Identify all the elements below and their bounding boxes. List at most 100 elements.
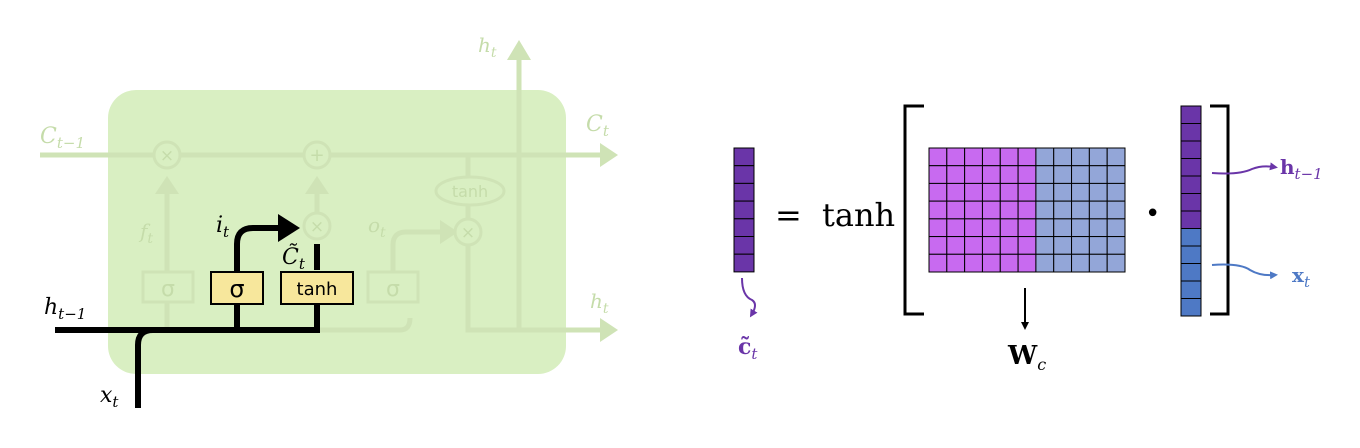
weight-cell [1088,165,1108,184]
weight-cell [1053,218,1073,238]
weight-cell [946,165,966,184]
weight-cell [1035,218,1055,238]
weight-cell [928,165,948,184]
weight-cell [999,147,1019,167]
svg-text:σ: σ [161,277,175,302]
label-o: ot [368,213,386,241]
svg-text:tanh: tanh [297,279,338,300]
weight-cell [1017,253,1037,273]
weight-cell [1053,200,1073,220]
h-cell [1180,210,1202,229]
weight-cell [964,218,983,238]
weight-cell [1017,147,1037,167]
weight-cell [1017,182,1037,202]
label-wc: Wc [1007,341,1046,374]
c-tilde-cell [733,218,755,238]
weight-cell [999,236,1019,255]
weight-cell [981,253,1001,273]
input-gate-box: σ [210,271,264,305]
h-cell [1180,193,1202,212]
label-c-tilde: C̃t [282,244,306,273]
weight-cell [928,218,948,238]
c-tilde-cell [733,200,755,220]
candidate-gate-box: tanh [280,271,354,305]
weight-cell [928,200,948,220]
label-c-tilde-t: c̃t [738,334,758,363]
weight-cell [1017,200,1037,220]
weight-cell [928,253,948,273]
weight-cell [999,182,1019,202]
weight-cell [1035,200,1055,220]
x-cell [1180,228,1202,247]
cell-add-op: + [302,140,332,170]
weight-cell [1017,165,1037,184]
h-cell [1180,140,1202,159]
svg-text:+: + [309,145,324,166]
label-x-in: xt [100,383,119,411]
h-cell [1180,175,1202,194]
weight-cell [964,236,983,255]
weight-cell [1106,200,1126,220]
weight-cell [999,218,1019,238]
weight-cell [1035,165,1055,184]
left-bracket [903,104,924,316]
weight-cell [1071,165,1090,184]
weight-cell [999,165,1019,184]
x-arrow [1211,263,1278,280]
output-gate-box: σ [366,270,420,304]
weight-cell [1088,182,1108,202]
weight-cell [928,147,948,167]
weight-cell [1106,253,1126,273]
equals-sign: = [775,196,802,234]
weight-cell [946,253,966,273]
tanh-output-op: tanh [434,175,506,207]
weight-cell [1053,182,1073,202]
weight-cell [1017,236,1037,255]
weight-cell [946,218,966,238]
weight-cell [946,182,966,202]
candidate-equation: c̃t = tanh Wc • ht−1 xt [733,104,1323,374]
weight-cell [964,165,983,184]
weight-cell [1035,253,1055,273]
weight-cell [981,236,1001,255]
h-cell [1180,123,1202,142]
svg-text:×: × [310,217,324,237]
h-cell [1180,105,1202,124]
weight-cell [1071,182,1090,202]
weight-cell [964,253,983,273]
weight-cell [1106,182,1126,202]
weight-matrix-wc [928,147,1126,273]
weight-cell [928,236,948,255]
weight-cell [1053,165,1073,184]
c-tilde-cell [733,182,755,202]
h-cell [1180,158,1202,177]
label-c-out: Ct [586,112,610,140]
dot-operator: • [1145,199,1160,229]
x-cell [1180,280,1202,299]
weight-cell [1071,218,1090,238]
weight-cell [1071,236,1090,255]
weight-cell [981,182,1001,202]
weight-cell [1106,218,1126,238]
weight-cell [1088,200,1108,220]
weight-cell [1106,165,1126,184]
output-multiply-op: × [453,217,483,247]
label-h-t-1: ht−1 [1280,155,1323,183]
label-x-t: xt [1292,263,1311,291]
svg-text:σ: σ [229,275,244,303]
weight-cell [946,236,966,255]
weight-cell [981,165,1001,184]
label-c-prev: Ct−1 [40,124,85,152]
weight-cell [1106,147,1126,167]
weight-cell [1106,236,1126,255]
input-multiply-op: × [302,211,332,241]
label-h-top: ht [478,33,497,61]
c-tilde-cell [733,253,755,273]
label-h-right: ht [590,289,609,317]
weight-cell [999,253,1019,273]
svg-text:σ: σ [386,277,400,302]
weight-cell [1035,182,1055,202]
c-tilde-arrow [741,277,758,318]
x-cell [1180,298,1202,317]
